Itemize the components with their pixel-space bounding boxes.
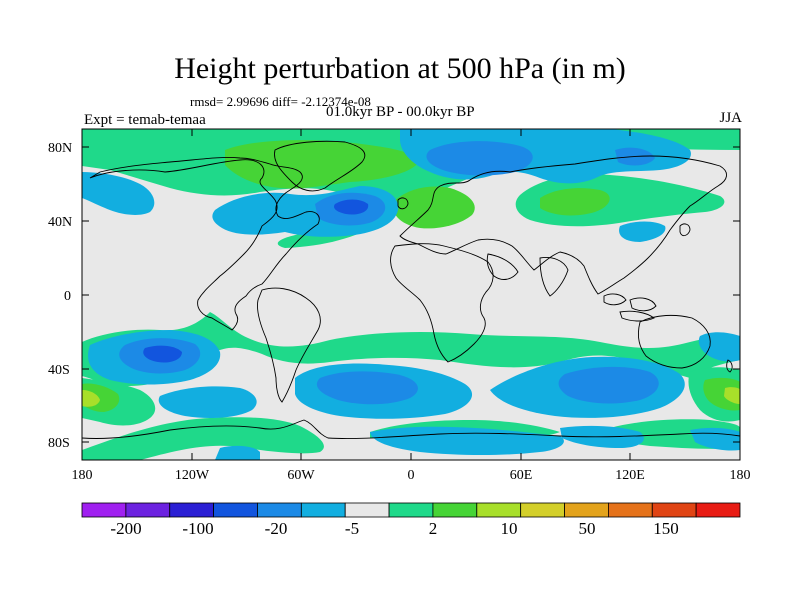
colorbar-label: 150: [653, 519, 679, 538]
colorbar-label: -200: [110, 519, 141, 538]
lat-label: 0: [64, 289, 71, 304]
positive-anomaly-region: [225, 140, 420, 189]
colorbar-swatch: [257, 502, 302, 518]
map-title: Height perturbation at 500 hPa (in m): [174, 52, 626, 85]
lat-label: 80N: [48, 141, 72, 156]
negative-anomaly-region: [558, 366, 659, 404]
colorbar-swatch: [520, 502, 565, 518]
colorbar-swatch: [344, 502, 390, 518]
period-text: 01.0kyr BP - 00.0kyr BP: [326, 104, 475, 120]
coastlines: [82, 140, 740, 439]
lon-label: 180: [72, 468, 93, 483]
positive-anomaly-region: [82, 312, 740, 386]
colorbar-swatch: [432, 502, 478, 518]
negative-anomaly-region: [158, 386, 257, 418]
colorbar-swatch: [213, 502, 258, 518]
lon-label: 60W: [287, 468, 315, 483]
season-label: JJA: [719, 110, 742, 126]
positive-anomaly-region: [82, 390, 100, 407]
positive-anomaly-region: [540, 188, 610, 216]
experiment-label: Expt = temab-temaa: [84, 112, 206, 128]
lat-label: 40S: [48, 363, 70, 378]
negative-anomaly-region: [316, 371, 418, 405]
negative-anomaly-region: [619, 221, 666, 242]
negative-anomaly-region: [82, 172, 155, 215]
stats-text: rmsd= 2.99696 diff= -2.12374e-08: [190, 94, 371, 109]
colorbar-swatch: [125, 502, 171, 518]
colorbar-swatch: [476, 502, 522, 518]
positive-anomaly-region: [392, 186, 475, 229]
positive-anomaly-region: [82, 417, 324, 460]
negative-anomaly-region: [334, 199, 369, 215]
colorbar-swatch: [300, 502, 346, 518]
colorbar-label: 50: [579, 519, 596, 538]
colorbar-label: -20: [265, 519, 288, 538]
colorbar-label: -100: [182, 519, 213, 538]
lat-axis: [82, 146, 740, 443]
colorbar-swatch: [608, 502, 653, 518]
colorbar-swatch: [169, 502, 214, 518]
colorbar-label: 2: [429, 519, 438, 538]
negative-anomaly-region: [698, 332, 740, 362]
lon-label: 0: [408, 468, 415, 483]
colorbar-label: 10: [501, 519, 518, 538]
lat-label: 40N: [48, 215, 72, 230]
colorbar: [81, 502, 741, 518]
negative-anomaly-region: [143, 345, 182, 363]
lon-label: 180: [730, 468, 751, 483]
lon-label: 60E: [510, 468, 533, 483]
lat-label: 80S: [48, 436, 70, 451]
positive-anomaly-region: [703, 377, 740, 411]
lon-label: 120W: [175, 468, 210, 483]
negative-anomaly-region: [426, 141, 533, 176]
colorbar-label: -5: [345, 519, 359, 538]
colorbar-swatch: [695, 502, 741, 518]
lon-label: 120E: [615, 468, 645, 483]
positive-anomaly-region: [724, 387, 740, 404]
colorbar-swatch: [564, 502, 609, 518]
colorbar-swatch: [388, 502, 434, 518]
colorbar-swatch: [81, 502, 127, 518]
colorbar-swatch: [651, 502, 697, 518]
lon-axis: [191, 129, 631, 460]
negative-anomaly-region: [215, 445, 260, 460]
